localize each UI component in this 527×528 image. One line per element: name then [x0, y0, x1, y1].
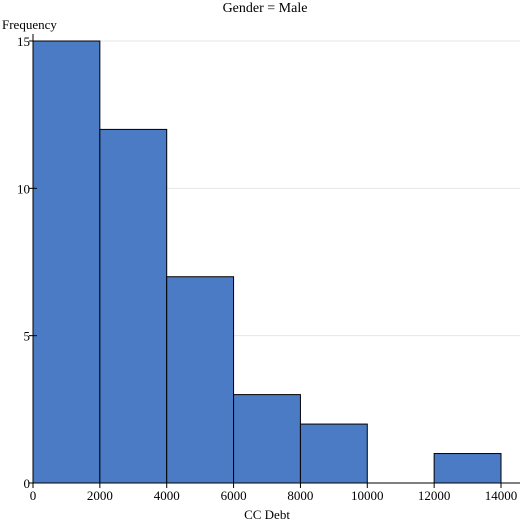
histogram-bar [299, 423, 368, 484]
histogram-bar [433, 453, 502, 484]
y-ticks: 0 5 10 15 [17, 34, 37, 491]
histogram-bar [99, 128, 168, 484]
x-tick-label: 2000 [87, 488, 113, 503]
y-tick-label: 5 [24, 329, 31, 344]
histogram-bar [166, 276, 235, 484]
y-tick-label: 10 [17, 181, 30, 196]
x-tick-label: 10000 [351, 488, 384, 503]
histogram-bar [233, 394, 301, 484]
x-tick-label: 6000 [221, 488, 247, 503]
histogram-bar [32, 40, 101, 484]
x-tick-label: 14000 [485, 488, 518, 503]
x-tick-label: 0 [30, 488, 37, 503]
x-tick-label: 12000 [418, 488, 451, 503]
y-axis-label: Frequency [2, 17, 57, 32]
x-tick-label: 8000 [287, 488, 313, 503]
y-tick-label: 15 [17, 34, 30, 49]
x-ticks: 0 2000 4000 6000 8000 10000 12000 14000 [30, 483, 518, 503]
histogram-bars [32, 40, 502, 484]
x-tick-label: 4000 [154, 488, 180, 503]
axes [32, 34, 520, 484]
y-tick-label: 0 [24, 476, 31, 491]
chart-title: Gender = Male [223, 1, 308, 16]
x-axis-label: CC Debt [244, 507, 290, 522]
